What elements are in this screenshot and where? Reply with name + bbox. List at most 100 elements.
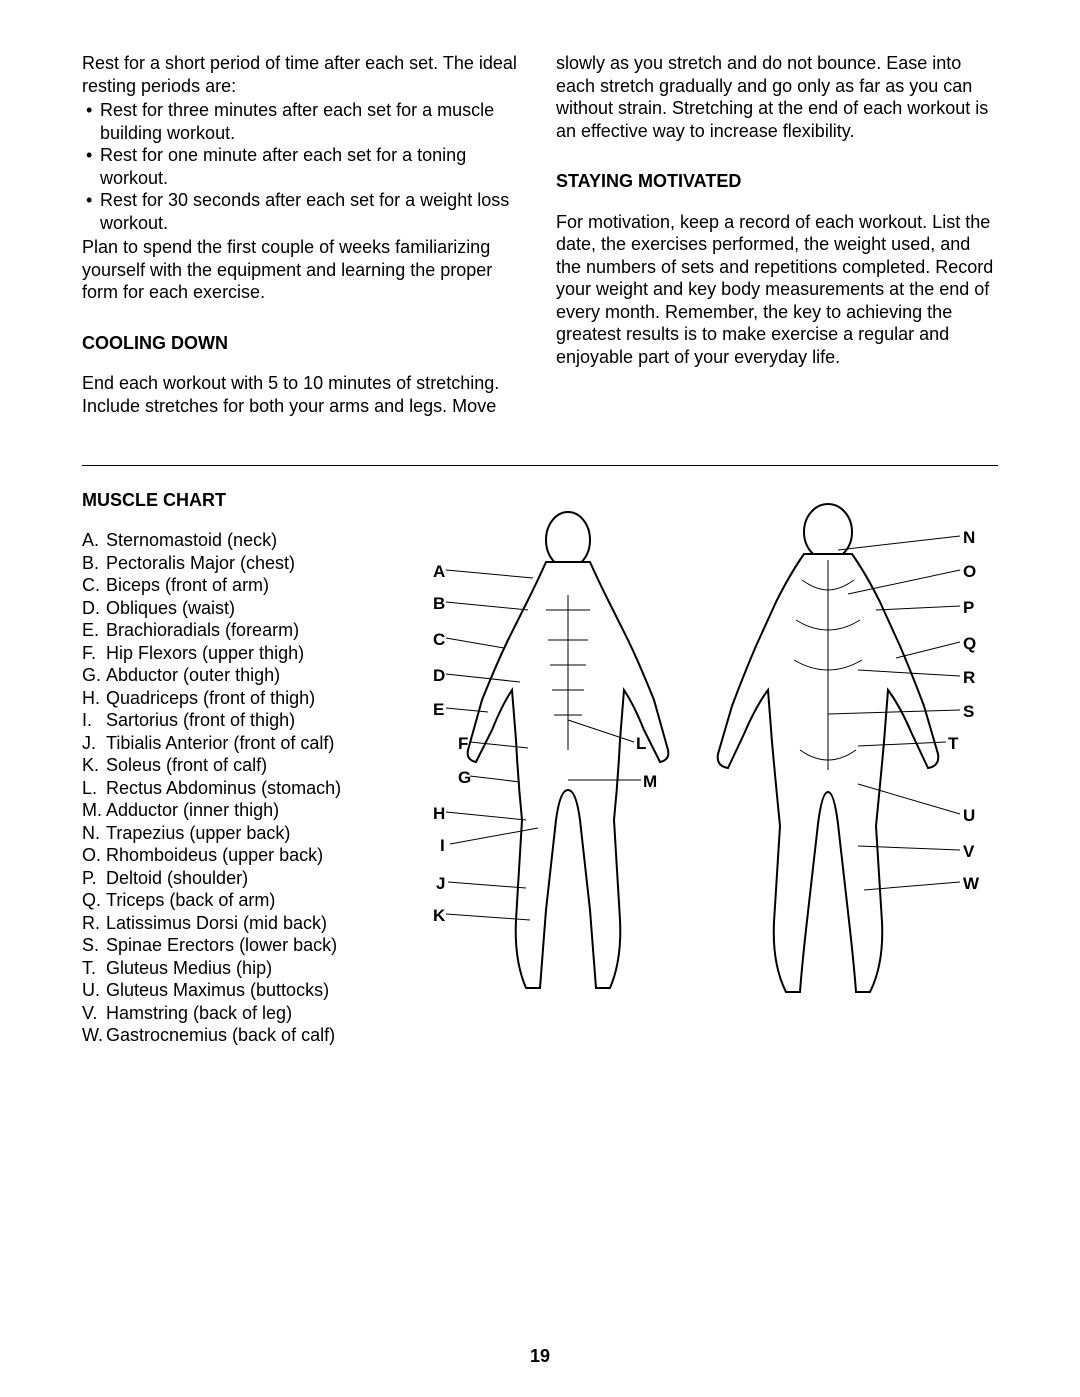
muscle-name: Adductor (inner thigh) xyxy=(106,799,279,822)
muscle-diagram: ABCDEFGHIJKLMNOPQRSTUVW xyxy=(418,490,998,1010)
muscle-item: O.Rhomboideus (upper back) xyxy=(82,844,374,867)
muscle-item: P.Deltoid (shoulder) xyxy=(82,867,374,890)
muscle-item: U.Gluteus Maximus (buttocks) xyxy=(82,979,374,1002)
muscle-item: M.Adductor (inner thigh) xyxy=(82,799,374,822)
rest-bullet-item: Rest for three minutes after each set fo… xyxy=(82,99,524,144)
section-divider xyxy=(82,465,998,466)
diagram-label-b: B xyxy=(433,594,445,614)
anatomy-svg xyxy=(418,490,998,1010)
diagram-label-f: F xyxy=(458,734,468,754)
diagram-label-t: T xyxy=(948,734,958,754)
diagram-label-m: M xyxy=(643,772,657,792)
muscle-item: K.Soleus (front of calf) xyxy=(82,754,374,777)
muscle-name: Pectoralis Major (chest) xyxy=(106,552,295,575)
staying-motivated-body: For motivation, keep a record of each wo… xyxy=(556,211,998,369)
muscle-name: Trapezius (upper back) xyxy=(106,822,290,845)
muscle-letter: F. xyxy=(82,642,106,665)
cooling-down-head: COOLING DOWN xyxy=(82,332,524,355)
muscle-name: Gluteus Medius (hip) xyxy=(106,957,272,980)
muscle-name: Rectus Abdominus (stomach) xyxy=(106,777,341,800)
muscle-name: Sartorius (front of thigh) xyxy=(106,709,295,732)
muscle-letter: R. xyxy=(82,912,106,935)
diagram-label-g: G xyxy=(458,768,471,788)
muscle-letter: Q. xyxy=(82,889,106,912)
diagram-label-v: V xyxy=(963,842,974,862)
muscle-item: F.Hip Flexors (upper thigh) xyxy=(82,642,374,665)
muscle-item: S.Spinae Erectors (lower back) xyxy=(82,934,374,957)
muscle-letter: B. xyxy=(82,552,106,575)
rest-bullet-item: Rest for 30 seconds after each set for a… xyxy=(82,189,524,234)
cooling-down-body: End each workout with 5 to 10 minutes of… xyxy=(82,372,524,417)
muscle-item: L.Rectus Abdominus (stomach) xyxy=(82,777,374,800)
muscle-letter: N. xyxy=(82,822,106,845)
muscle-name: Deltoid (shoulder) xyxy=(106,867,248,890)
diagram-label-q: Q xyxy=(963,634,976,654)
diagram-label-d: D xyxy=(433,666,445,686)
muscle-item: Q.Triceps (back of arm) xyxy=(82,889,374,912)
muscle-letter: I. xyxy=(82,709,106,732)
muscle-letter: E. xyxy=(82,619,106,642)
rest-bullets: Rest for three minutes after each set fo… xyxy=(82,99,524,234)
right-column: slowly as you stretch and do not bounce.… xyxy=(556,52,998,419)
muscle-item: V.Hamstring (back of leg) xyxy=(82,1002,374,1025)
muscle-item: W.Gastrocnemius (back of calf) xyxy=(82,1024,374,1047)
muscle-letter: P. xyxy=(82,867,106,890)
muscle-item: B.Pectoralis Major (chest) xyxy=(82,552,374,575)
muscle-name: Hamstring (back of leg) xyxy=(106,1002,292,1025)
muscle-name: Soleus (front of calf) xyxy=(106,754,267,777)
diagram-label-h: H xyxy=(433,804,445,824)
muscle-name: Sternomastoid (neck) xyxy=(106,529,277,552)
diagram-label-u: U xyxy=(963,806,975,826)
muscle-letter: L. xyxy=(82,777,106,800)
muscle-letter: T. xyxy=(82,957,106,980)
diagram-label-p: P xyxy=(963,598,974,618)
diagram-label-o: O xyxy=(963,562,976,582)
muscle-letter: K. xyxy=(82,754,106,777)
diagram-label-i: I xyxy=(440,836,445,856)
diagram-label-j: J xyxy=(436,874,445,894)
rest-intro: Rest for a short period of time after ea… xyxy=(82,52,524,97)
muscle-name: Gluteus Maximus (buttocks) xyxy=(106,979,329,1002)
muscle-item: C.Biceps (front of arm) xyxy=(82,574,374,597)
top-columns: Rest for a short period of time after ea… xyxy=(82,52,998,419)
diagram-label-e: E xyxy=(433,700,444,720)
muscle-item: H.Quadriceps (front of thigh) xyxy=(82,687,374,710)
diagram-label-l: L xyxy=(636,734,646,754)
diagram-label-a: A xyxy=(433,562,445,582)
bottom-section: MUSCLE CHART A.Sternomastoid (neck)B.Pec… xyxy=(82,490,998,1047)
muscle-letter: M. xyxy=(82,799,106,822)
rest-bullet-item: Rest for one minute after each set for a… xyxy=(82,144,524,189)
muscle-name: Abductor (outer thigh) xyxy=(106,664,280,687)
muscle-item: T.Gluteus Medius (hip) xyxy=(82,957,374,980)
muscle-list-column: MUSCLE CHART A.Sternomastoid (neck)B.Pec… xyxy=(82,490,374,1047)
muscle-item: E.Brachioradials (forearm) xyxy=(82,619,374,642)
muscle-list: A.Sternomastoid (neck)B.Pectoralis Major… xyxy=(82,529,374,1047)
muscle-name: Obliques (waist) xyxy=(106,597,235,620)
muscle-name: Hip Flexors (upper thigh) xyxy=(106,642,304,665)
staying-motivated-head: STAYING MOTIVATED xyxy=(556,170,998,193)
muscle-item: I.Sartorius (front of thigh) xyxy=(82,709,374,732)
muscle-name: Triceps (back of arm) xyxy=(106,889,275,912)
diagram-label-k: K xyxy=(433,906,445,926)
after-bullets: Plan to spend the first couple of weeks … xyxy=(82,236,524,304)
muscle-letter: H. xyxy=(82,687,106,710)
diagram-column: ABCDEFGHIJKLMNOPQRSTUVW xyxy=(398,490,998,1047)
muscle-name: Quadriceps (front of thigh) xyxy=(106,687,315,710)
muscle-letter: A. xyxy=(82,529,106,552)
muscle-letter: J. xyxy=(82,732,106,755)
left-column: Rest for a short period of time after ea… xyxy=(82,52,524,419)
muscle-letter: O. xyxy=(82,844,106,867)
muscle-name: Brachioradials (forearm) xyxy=(106,619,299,642)
muscle-item: D.Obliques (waist) xyxy=(82,597,374,620)
muscle-letter: G. xyxy=(82,664,106,687)
stretch-continuation: slowly as you stretch and do not bounce.… xyxy=(556,52,998,142)
muscle-name: Rhomboideus (upper back) xyxy=(106,844,323,867)
muscle-name: Spinae Erectors (lower back) xyxy=(106,934,337,957)
muscle-letter: V. xyxy=(82,1002,106,1025)
muscle-letter: W. xyxy=(82,1024,106,1047)
muscle-item: R.Latissimus Dorsi (mid back) xyxy=(82,912,374,935)
muscle-item: J.Tibialis Anterior (front of calf) xyxy=(82,732,374,755)
page-number: 19 xyxy=(0,1346,1080,1367)
diagram-label-r: R xyxy=(963,668,975,688)
diagram-label-n: N xyxy=(963,528,975,548)
